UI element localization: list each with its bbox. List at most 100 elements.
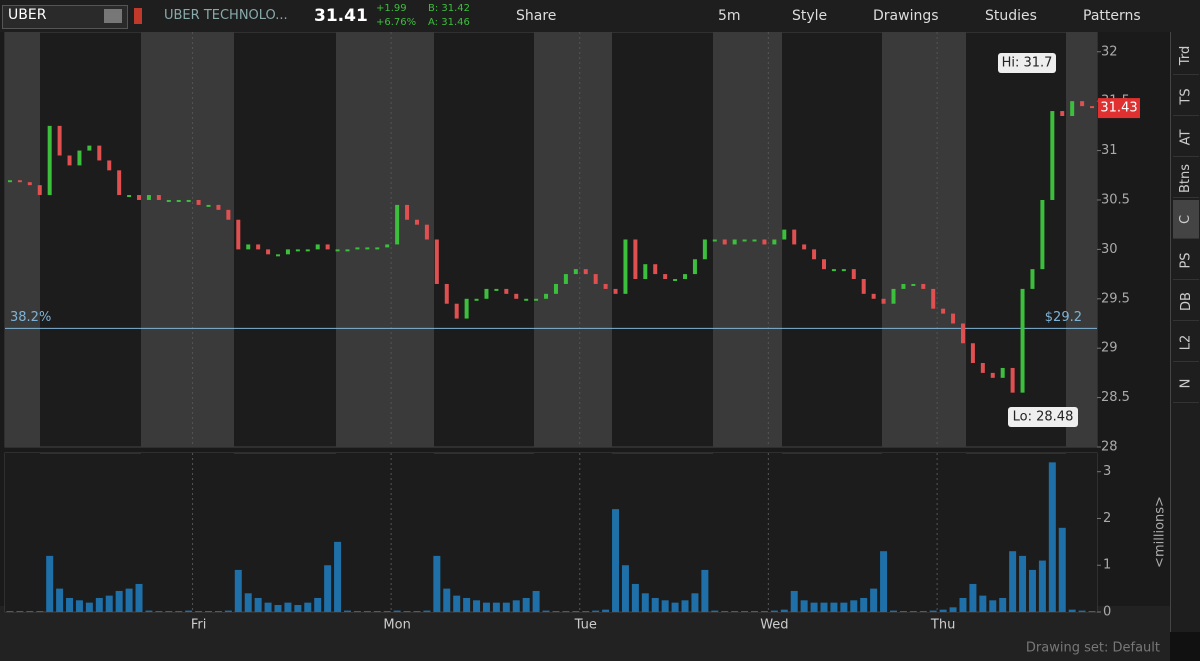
candle bbox=[1070, 101, 1075, 116]
tab-label[interactable]: Btns bbox=[1178, 163, 1194, 193]
flag bbox=[134, 8, 142, 24]
volume-bar bbox=[850, 600, 858, 612]
candle bbox=[881, 298, 886, 304]
extended-hours bbox=[336, 453, 434, 612]
drawing-set[interactable]: Drawing set: Default bbox=[1026, 641, 1160, 656]
candle bbox=[266, 249, 271, 255]
share-button[interactable]: Share bbox=[516, 8, 557, 24]
tab-label[interactable]: Trd bbox=[1178, 45, 1194, 65]
sidebar-tab[interactable]: PS bbox=[1173, 241, 1199, 280]
candle bbox=[216, 204, 221, 210]
candle bbox=[345, 249, 350, 252]
toolbar: UBER UBER TECHNOLO... 31.41 +1.99 +6.76%… bbox=[0, 0, 1200, 33]
volume-bar bbox=[284, 602, 292, 612]
bid: B: 31.42 bbox=[428, 3, 471, 14]
symbol[interactable]: UBER bbox=[8, 7, 47, 23]
volume-bar bbox=[1078, 610, 1086, 612]
candle bbox=[67, 155, 72, 166]
sidebar-tab[interactable]: DB bbox=[1173, 282, 1199, 321]
candle bbox=[633, 239, 638, 280]
volume-bar bbox=[641, 593, 649, 612]
sidebar-tab[interactable]: Btns bbox=[1173, 159, 1199, 198]
tab-label[interactable]: L2 bbox=[1178, 334, 1194, 350]
volume-bar bbox=[870, 588, 878, 612]
style-button[interactable]: Style bbox=[792, 8, 828, 24]
volume-bar bbox=[463, 597, 471, 612]
candle bbox=[772, 239, 777, 245]
extended-hours bbox=[534, 453, 612, 612]
y-tick-label: 2 bbox=[1103, 511, 1111, 526]
volume-bar bbox=[443, 588, 451, 612]
lo-label: Lo: 28.48 bbox=[1008, 407, 1078, 427]
volume-bar bbox=[522, 597, 530, 612]
volume-bar bbox=[661, 600, 669, 612]
volume-bar bbox=[840, 602, 848, 612]
candle bbox=[951, 313, 956, 324]
dropdown[interactable] bbox=[104, 9, 122, 23]
sidebar-tab[interactable]: C bbox=[1173, 200, 1199, 239]
x-tick-label: Tue bbox=[574, 618, 597, 633]
candle bbox=[87, 145, 92, 151]
volume-bar bbox=[572, 611, 580, 612]
extended-hours bbox=[5, 453, 40, 612]
sidebar-tab[interactable]: L2 bbox=[1173, 323, 1199, 362]
extended-hours bbox=[141, 32, 234, 447]
volume-bar bbox=[26, 611, 34, 612]
candle bbox=[1030, 269, 1035, 289]
volume-bar bbox=[36, 611, 44, 612]
company: UBER TECHNOLO... bbox=[164, 8, 288, 23]
tab-label[interactable]: C bbox=[1178, 214, 1194, 224]
volume-bar bbox=[621, 565, 629, 612]
hi-text: Hi: 31.7 bbox=[1002, 56, 1053, 71]
candle bbox=[186, 199, 191, 202]
volume-bar bbox=[760, 611, 768, 612]
candle bbox=[544, 293, 549, 299]
volume-bar bbox=[969, 583, 977, 612]
tab-label[interactable]: TS bbox=[1178, 87, 1194, 105]
extended-hours bbox=[534, 32, 612, 447]
y-tick-label: 30.5 bbox=[1101, 192, 1130, 207]
candle bbox=[127, 195, 132, 198]
candle bbox=[97, 145, 102, 161]
tab-label[interactable]: AT bbox=[1178, 129, 1194, 145]
volume-bar bbox=[16, 611, 24, 612]
sidebar-tab[interactable]: Trd bbox=[1173, 36, 1199, 75]
patterns-button[interactable]: Patterns bbox=[1083, 8, 1141, 24]
studies-button[interactable]: Studies bbox=[985, 8, 1037, 24]
volume-bar bbox=[453, 595, 461, 612]
y-tick-label: 0 bbox=[1103, 605, 1111, 620]
candle bbox=[444, 283, 449, 304]
y-tick-label: 29 bbox=[1101, 341, 1118, 356]
volume-bar bbox=[790, 590, 798, 612]
volume-bar bbox=[403, 611, 411, 612]
sidebar-tab[interactable]: AT bbox=[1173, 118, 1199, 157]
candle bbox=[782, 229, 787, 240]
volume-bar bbox=[1009, 551, 1017, 612]
volume-bar bbox=[929, 610, 937, 612]
volume-bar bbox=[314, 597, 322, 612]
tab-label[interactable]: N bbox=[1178, 378, 1194, 388]
volume-bar bbox=[115, 590, 123, 612]
sidebar-tab[interactable]: N bbox=[1173, 364, 1199, 403]
interval-button[interactable]: 5m bbox=[718, 8, 741, 24]
volume-bar bbox=[66, 597, 74, 612]
candle bbox=[226, 209, 231, 220]
volume-bar bbox=[1028, 569, 1036, 612]
candle bbox=[1060, 111, 1065, 116]
hi-label: Hi: 31.7 bbox=[998, 53, 1056, 73]
drawings-button[interactable]: Drawings bbox=[873, 8, 939, 24]
candle bbox=[802, 244, 807, 250]
volume-bar bbox=[880, 551, 888, 612]
candle bbox=[643, 264, 648, 280]
volume-bar bbox=[304, 602, 312, 612]
volume-bar bbox=[691, 593, 699, 612]
volume-bar bbox=[423, 610, 431, 612]
candle bbox=[831, 269, 836, 272]
tab-label[interactable]: PS bbox=[1178, 251, 1194, 269]
sidebar-tab[interactable]: TS bbox=[1173, 77, 1199, 116]
volume-bar bbox=[1038, 560, 1046, 612]
volume-bar bbox=[721, 611, 729, 612]
chart: Drawing set: Default Fri Mon Tue Wed Thu 28 28… bbox=[0, 32, 1170, 661]
candle bbox=[137, 195, 142, 200]
tab-label[interactable]: DB bbox=[1178, 291, 1194, 311]
